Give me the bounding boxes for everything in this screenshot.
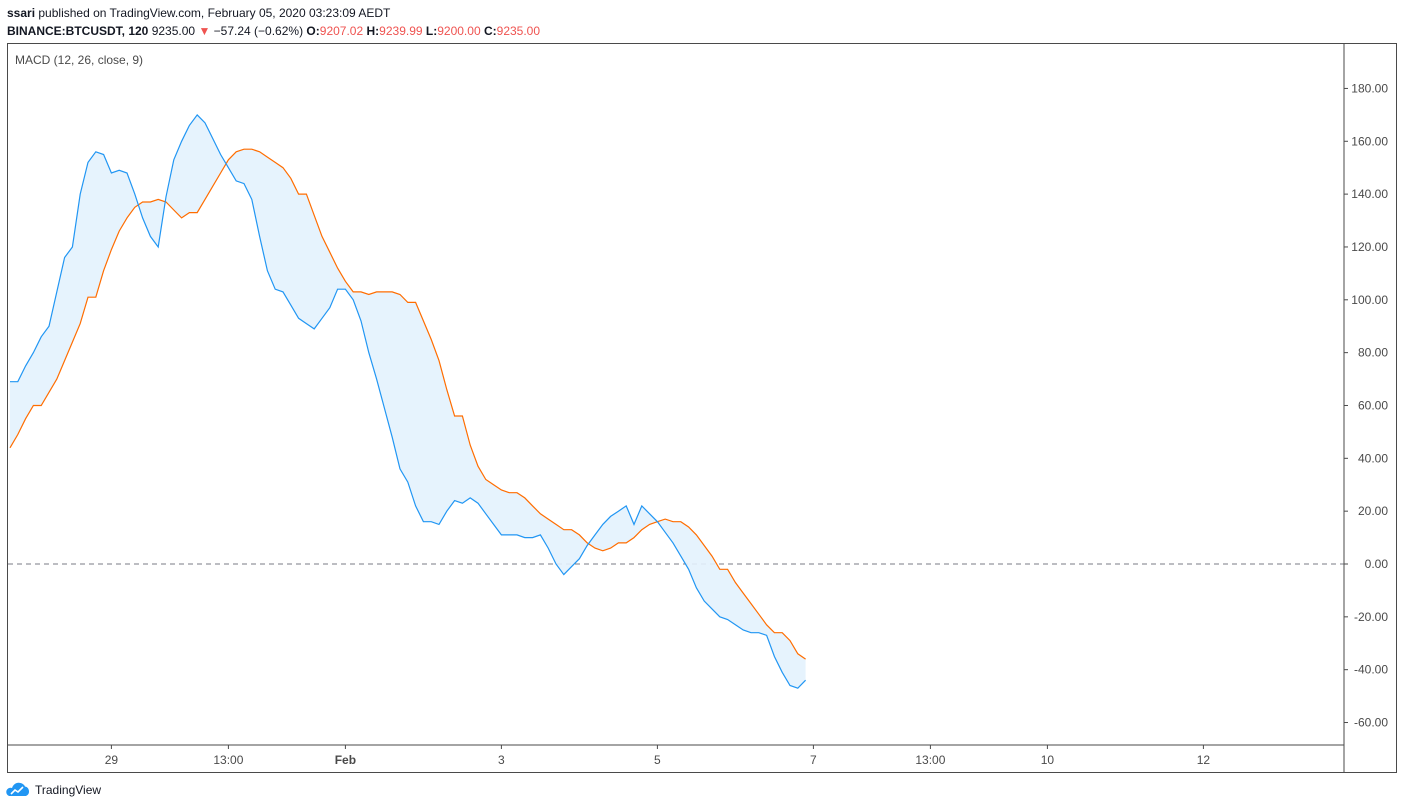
y-tick-label: 60.00	[1358, 398, 1388, 412]
author-name[interactable]: ssari	[7, 6, 36, 20]
y-tick-label: 180.00	[1351, 81, 1388, 95]
close-value: 9235.00	[496, 24, 541, 38]
chart-frame	[7, 43, 1397, 773]
series-lines-layer	[9, 113, 807, 689]
indicator-label[interactable]: MACD (12, 26, close, 9)	[15, 53, 144, 67]
y-tick-label: 0.00	[1365, 557, 1389, 571]
y-tick-label: 140.00	[1351, 187, 1388, 201]
price-axis[interactable]: 180.00 160.00 140.00 120.00 100.00 80.00 60.00…	[1343, 44, 1389, 773]
x-tick-label: Feb	[335, 753, 356, 767]
low-label: L:	[425, 24, 438, 38]
x-tick-label: 29	[105, 753, 119, 767]
signal-line[interactable]	[9, 148, 806, 660]
footer-brand[interactable]: TradingView	[5, 782, 101, 798]
y-tick-label: 120.00	[1351, 240, 1388, 254]
x-tick-label: 10	[1041, 753, 1055, 767]
macd-fill-layer	[10, 114, 806, 689]
symbol-name[interactable]: BINANCE:BTCUSDT, 120	[7, 24, 149, 38]
y-tick-label: 40.00	[1358, 451, 1388, 465]
low-value: 9200.00	[437, 24, 481, 38]
symbol-info: BINANCE:BTCUSDT, 120 9235.00 ▼ −57.24 (−…	[7, 22, 540, 40]
brand-name: TradingView	[35, 783, 102, 797]
high-value: 9239.99	[379, 24, 423, 38]
y-tick-label: 20.00	[1358, 504, 1388, 518]
open-label: O:	[306, 24, 320, 38]
y-tick-label: -40.00	[1354, 663, 1388, 677]
y-tick-label: -20.00	[1354, 610, 1388, 624]
x-tick-label: 5	[654, 753, 661, 767]
publish-info: ssari published on TradingView.com, Febr…	[7, 4, 540, 22]
x-tick-label: 12	[1197, 753, 1211, 767]
y-tick-label: 100.00	[1351, 293, 1388, 307]
chart-header: ssari published on TradingView.com, Febr…	[7, 4, 540, 40]
published-text: published on TradingView.com, February 0…	[38, 6, 391, 20]
down-arrow-icon: ▼	[198, 24, 211, 38]
price-change: −57.24 (−0.62%)	[213, 24, 304, 38]
last-price: 9235.00	[151, 24, 196, 38]
y-tick-label: 80.00	[1358, 346, 1388, 360]
high-label: H:	[366, 24, 380, 38]
y-tick-label: -60.00	[1354, 716, 1388, 730]
tradingview-cloud-icon	[6, 782, 30, 796]
y-tick-label: 160.00	[1351, 134, 1388, 148]
time-axis[interactable]: 29 13:00 Feb 3 5 7 13:00 10 12	[7, 744, 1344, 767]
x-tick-label: 3	[498, 753, 505, 767]
macd-signal-fill	[10, 114, 806, 689]
x-tick-label: 13:00	[915, 753, 945, 767]
macd-line[interactable]	[10, 113, 807, 689]
close-label: C:	[483, 24, 497, 38]
x-tick-label: 13:00	[213, 753, 243, 767]
x-tick-label: 7	[810, 753, 817, 767]
open-value: 9207.02	[319, 24, 364, 38]
